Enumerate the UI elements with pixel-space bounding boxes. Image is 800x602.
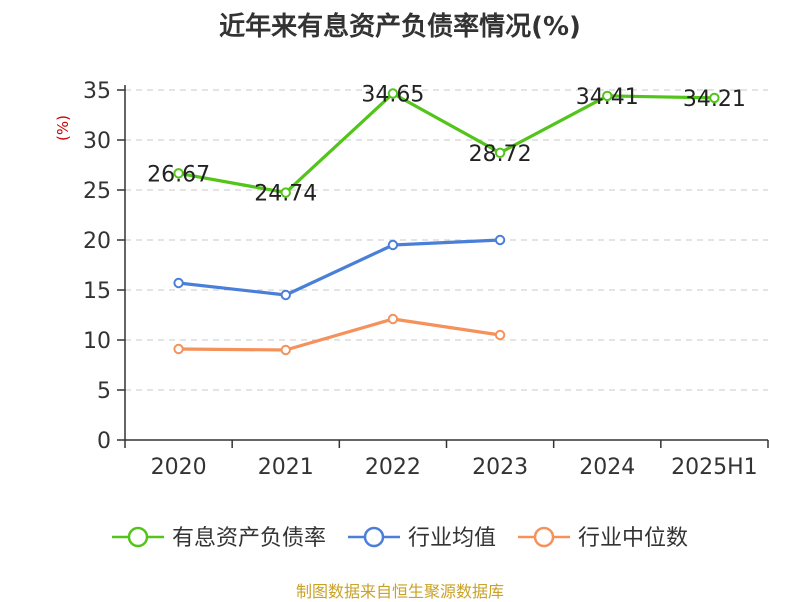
legend[interactable]: 有息资产负债率 行业均值 行业中位数 [111,526,688,551]
x-tick-label: 2024 [579,455,635,480]
x-tick-label: 2021 [258,455,314,480]
y-tick-label: 15 [83,279,111,304]
legend-item[interactable]: 行业中位数 [518,526,688,551]
y-tick-label: 35 [83,79,111,104]
legend-item[interactable]: 行业均值 [347,526,496,551]
legend-label: 行业均值 [408,526,496,551]
data-point [173,343,184,355]
y-tick-label: 30 [83,129,111,154]
data-point [387,239,399,251]
data-point [173,277,184,289]
x-tick-label: 2025H1 [671,455,758,480]
y-axis-label: (%) [54,115,72,141]
data-point [387,313,399,325]
data-labels: 26.67 24.74 34.65 28.72 34.41 34.21 [147,83,746,207]
legend-marker [363,526,385,548]
data-label: 26.67 [147,162,210,187]
y-tick-label: 10 [83,329,111,354]
data-label: 24.74 [254,182,317,207]
y-tick-label: 25 [83,179,111,204]
y-tick-label: 5 [97,379,111,404]
x-tick-label: 2023 [472,455,528,480]
data-point [494,147,506,159]
data-point [709,92,720,104]
legend-item[interactable]: 有息资产负债率 [111,526,326,551]
legend-label: 有息资产负债率 [172,526,326,551]
data-label: 28.72 [469,142,532,167]
series-line [178,238,501,297]
chart-title: 近年来有息资产负债率情况(%) [219,12,581,42]
data-point [280,344,291,356]
series-line [178,91,715,195]
legend-label: 行业中位数 [578,526,688,551]
data-point [602,90,613,102]
x-tick-label: 2022 [365,455,421,480]
data-point [387,88,399,99]
legend-marker [533,526,555,548]
data-point [494,329,506,341]
y-tick-label: 20 [83,229,111,254]
data-label: 34.65 [361,83,424,108]
grid-lines [125,89,768,391]
data-point [280,187,291,198]
data-point [173,168,184,179]
data-point [494,234,506,246]
x-tick-label: 2020 [151,455,207,480]
legend-marker [127,526,149,548]
data-point [280,289,291,301]
y-tick-label: 0 [97,429,111,454]
series-line [178,317,501,352]
data-label: 34.21 [683,87,746,112]
data-label: 34.41 [576,85,639,110]
series-lines [173,88,720,356]
axes: 0 5 10 15 20 25 30 35 2020 2021 2022 2023 2024 2025H1 [83,79,769,480]
source-note: 制图数据来自恒生聚源数据库 [295,582,504,601]
